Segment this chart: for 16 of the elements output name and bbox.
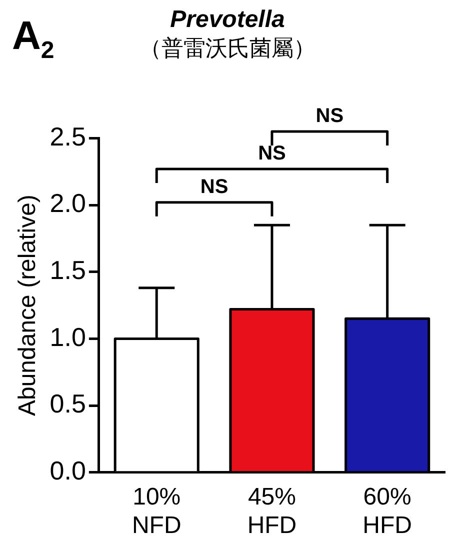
annotation: NS	[258, 142, 286, 164]
chart-title: Prevotella	[170, 6, 285, 34]
x-tick-label: 45% HFD	[247, 483, 297, 540]
text: A$_{2}$	[12, 14, 54, 65]
annotation: NS	[200, 176, 228, 198]
y-tick-label: 2.5	[50, 121, 86, 152]
x-tick-label: 60% HFD	[362, 483, 412, 540]
text: NS	[316, 105, 344, 128]
y-axis-title: Abundance (relative)	[14, 194, 42, 416]
y-tick-label: 2.0	[50, 188, 86, 218]
y-tick-label: 0.5	[50, 388, 86, 419]
y-tick-label: 0.0	[50, 456, 86, 486]
y-tick-label: 1.5	[50, 255, 86, 286]
x-tick-label: 10% NFD	[132, 483, 182, 540]
chart-subtitle: （普雷沃氏菌屬）	[140, 36, 316, 62]
y-tick-label: 1.0	[50, 322, 86, 352]
